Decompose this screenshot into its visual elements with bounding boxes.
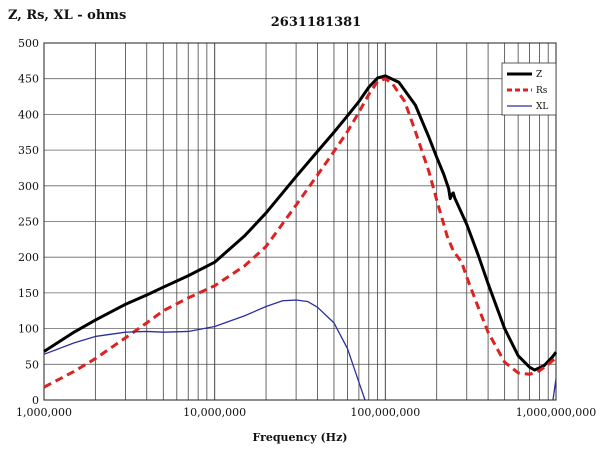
y-tick-label: 200 [18, 251, 39, 264]
chart-title: 2631181381 [271, 15, 361, 30]
plot-frame [43, 42, 557, 401]
y-tick-label: 450 [18, 73, 39, 86]
legend-label-xl: XL [536, 102, 548, 112]
y-tick-label: 0 [32, 394, 39, 407]
y-tick-label: 350 [18, 144, 39, 157]
y-tick-label: 500 [18, 37, 39, 50]
series-line-z [43, 74, 558, 372]
y-tick-label: 250 [18, 216, 39, 229]
tick-labels: 0 50 100 150 200 250 300 350 400 450 500 1,000,000 1… [16, 37, 596, 419]
legend-label-z: Z [536, 70, 542, 80]
series-line-xl-segment [552, 378, 557, 401]
x-axis-title: Frequency (Hz) [252, 431, 347, 444]
y-tick-label: 400 [18, 108, 39, 121]
x-tick-label: 10,000,000 [183, 406, 246, 419]
x-tick-label: 1,000,000 [16, 406, 72, 419]
x-tick-label: 100,000,000 [350, 406, 420, 419]
series-line-rs [43, 77, 557, 389]
y-tick-label: 50 [25, 358, 39, 371]
legend: Z Rs XL [501, 62, 557, 116]
y-tick-label: 150 [18, 287, 39, 300]
y-axis-title: Z, Rs, XL - ohms [8, 8, 126, 23]
series-lines [43, 74, 558, 401]
series-line-xl [43, 299, 366, 401]
legend-label-rs: Rs [536, 86, 548, 96]
x-tick-label: 1,000,000,000 [516, 406, 596, 419]
grid [43, 42, 557, 401]
y-tick-label: 100 [18, 323, 39, 336]
y-tick-label: 300 [18, 180, 39, 193]
